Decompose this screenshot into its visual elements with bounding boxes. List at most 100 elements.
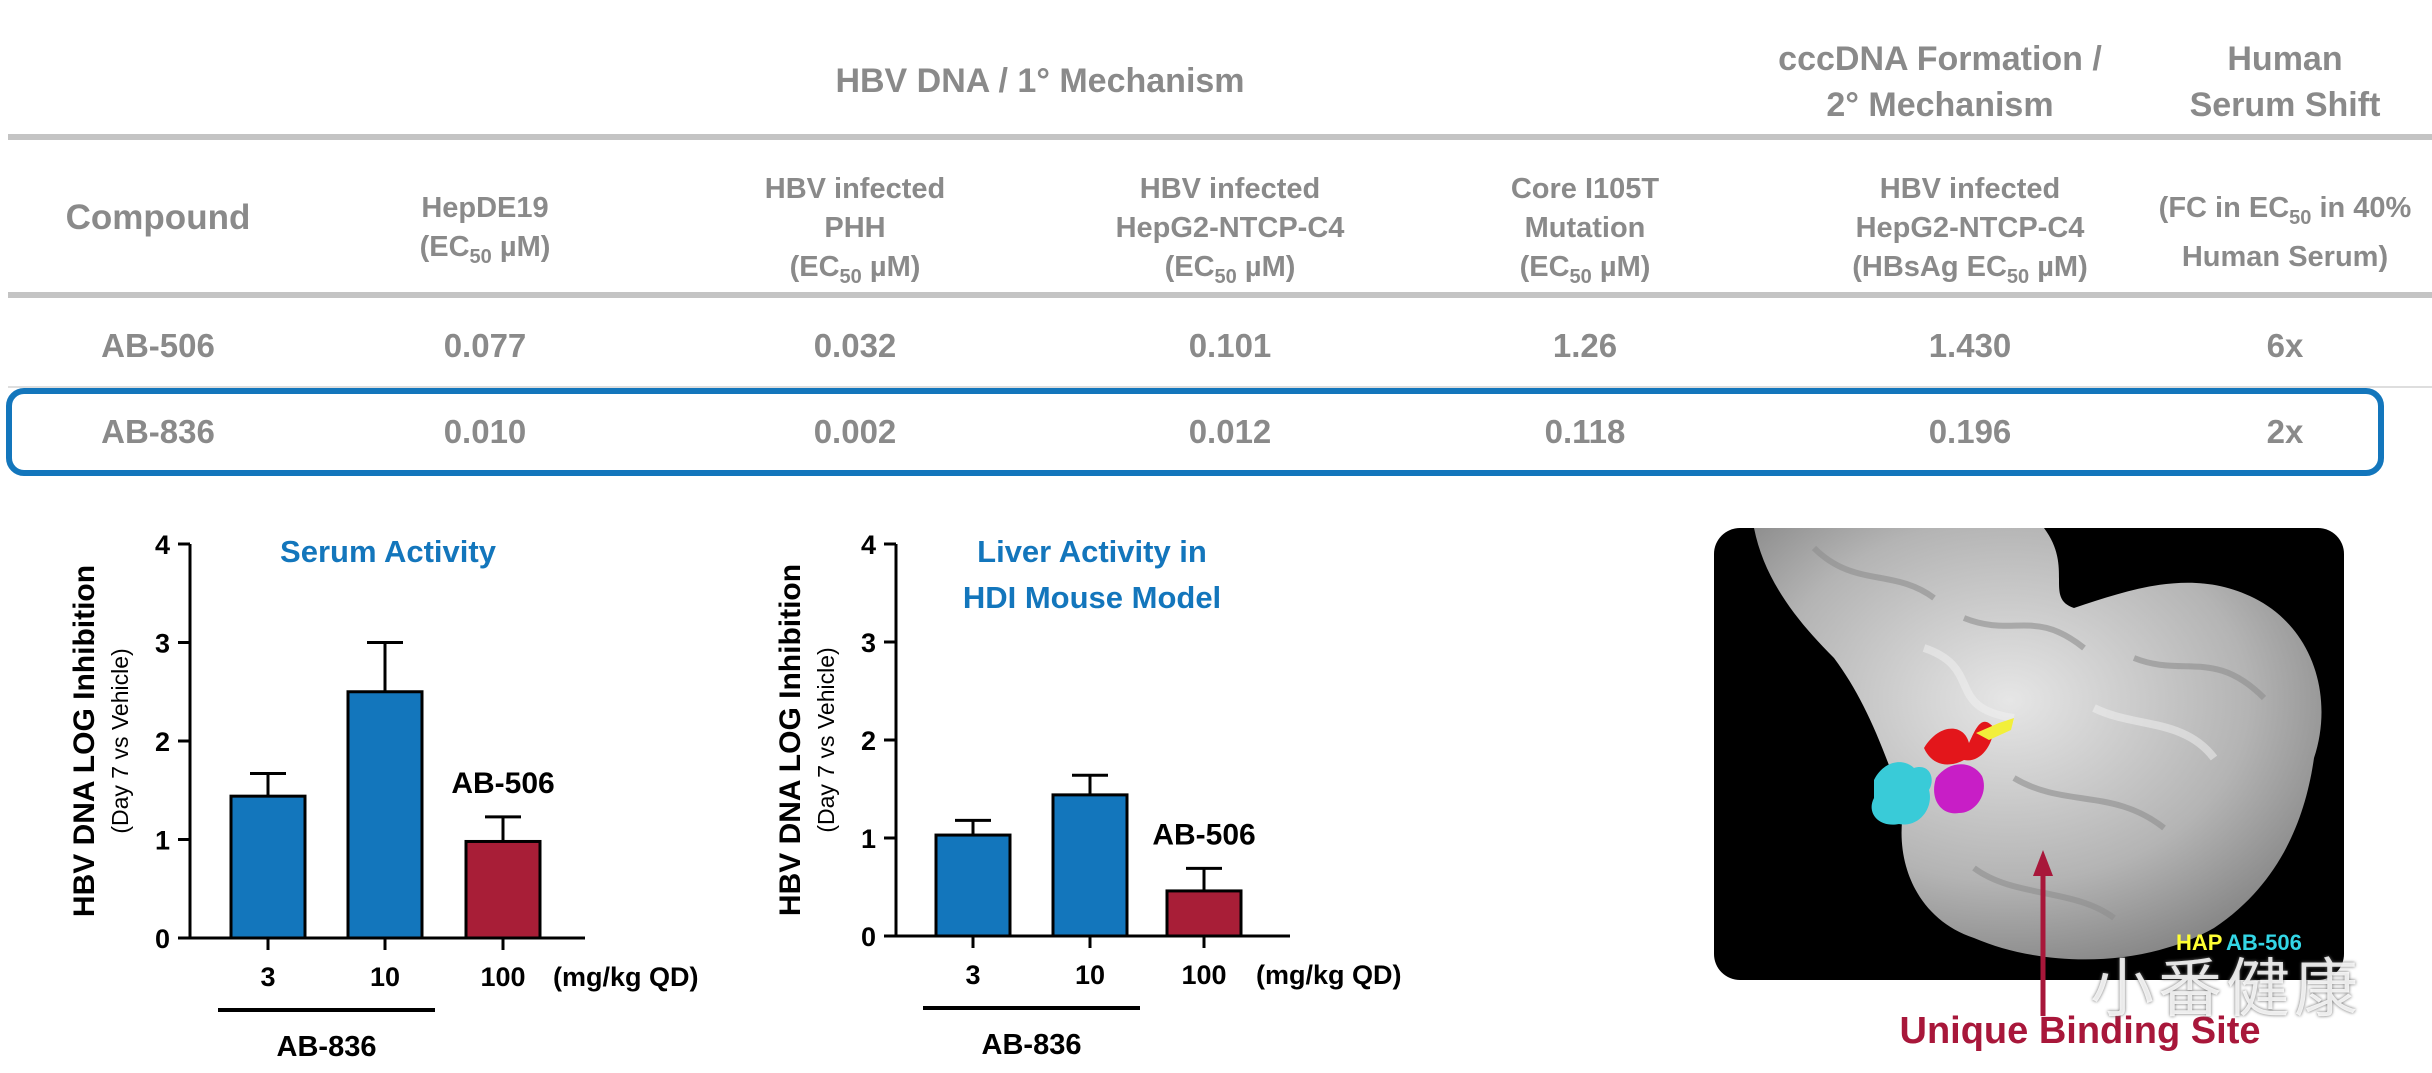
y-axis-label: HBV DNA LOG Inhibition bbox=[68, 565, 101, 917]
group-header-primary: HBV DNA / 1° Mechanism bbox=[700, 58, 1380, 104]
column-header-line: Human Serum) bbox=[2181, 240, 2389, 273]
x-tick-label: 100 bbox=[1181, 960, 1226, 990]
table-cell: 1.26 bbox=[1552, 327, 1618, 364]
bar-3 bbox=[934, 833, 1012, 938]
bar-10 bbox=[346, 690, 424, 940]
column-header-line: HBV infected bbox=[764, 172, 946, 205]
column-header-line: HepG2-NTCP-C4 bbox=[1115, 211, 1345, 244]
table-cell: 0.101 bbox=[1188, 327, 1272, 364]
x-tick-label: 3 bbox=[260, 962, 275, 992]
group-header-primary-text: HBV DNA / 1° Mechanism bbox=[835, 62, 1245, 100]
table-cell: 0.012 bbox=[1188, 413, 1272, 450]
column-header-6: (FC in EC50 in 40% Human Serum) bbox=[2150, 189, 2420, 277]
bar-100 bbox=[1165, 889, 1243, 938]
column-header-line: Mutation bbox=[1524, 211, 1646, 244]
column-header-line: (EC50 µM) bbox=[419, 231, 551, 268]
group-header-cccdna: cccDNA Formation / 2° Mechanism bbox=[1730, 36, 2150, 128]
bar-annotation: AB-506 bbox=[451, 767, 554, 800]
liver-activity-chart: 0 1 2 3 4 HBV DNA LOG Inhibition (Day 7 vs Veh… bbox=[760, 520, 1460, 1068]
chart-title-line: Liver Activity in bbox=[977, 534, 1207, 569]
table-cell: 6x bbox=[2266, 327, 2304, 364]
column-header-line: (FC in EC50 in 40% bbox=[2158, 192, 2412, 229]
protein-structure-image: HAP AB-506 bbox=[1714, 528, 2344, 980]
bar-annotation: AB-506 bbox=[1152, 818, 1255, 851]
bar-100 bbox=[464, 839, 542, 940]
group-label: AB-836 bbox=[982, 1029, 1082, 1061]
x-tick-label: 3 bbox=[965, 960, 980, 990]
y-axis-sublabel: (Day 7 vs Vehicle) bbox=[813, 647, 839, 832]
group-header-cccdna-line1: cccDNA Formation / bbox=[1778, 40, 2102, 78]
ab506-ligand-blob bbox=[1871, 762, 1932, 825]
x-unit-label: (mg/kg QD) bbox=[1256, 960, 1402, 990]
group-label: AB-836 bbox=[277, 1031, 377, 1063]
protein-surface-shape bbox=[1754, 528, 2322, 960]
y-tick-label: 4 bbox=[861, 530, 876, 560]
y-tick-label: 1 bbox=[155, 826, 170, 856]
group-header-serum-line1: Human bbox=[2227, 40, 2343, 78]
compound-name-cell: AB-506 bbox=[101, 327, 215, 364]
unique-site-ligand-blob bbox=[1934, 764, 1984, 814]
legend-ab506: AB-506 bbox=[2226, 930, 2302, 955]
column-header-line: (EC50 µM) bbox=[1519, 250, 1651, 288]
column-header-1: HepDE19 (EC50 µM) bbox=[340, 189, 630, 277]
bar-3 bbox=[229, 794, 307, 940]
watermark: 小番健康 bbox=[2090, 953, 2362, 1027]
y-tick-label: 3 bbox=[155, 629, 170, 659]
table-cell: 0.010 bbox=[443, 413, 527, 450]
column-header-line: PHH bbox=[824, 211, 886, 244]
column-header-line: (HBsAg EC50 µM) bbox=[1852, 250, 2088, 288]
red-ligand-blob bbox=[1924, 721, 1994, 765]
x-tick-label: 10 bbox=[1075, 960, 1105, 990]
column-header-line: HepDE19 bbox=[421, 192, 549, 224]
group-header-serum-line2: Serum Shift bbox=[2189, 86, 2381, 124]
chart-title-line: HDI Mouse Model bbox=[963, 580, 1221, 615]
group-header-serum-shift: Human Serum Shift bbox=[2160, 36, 2410, 128]
column-header-4: Core I105T Mutation (EC50 µM) bbox=[1430, 170, 1740, 297]
binding-site-arrow bbox=[2033, 850, 2053, 1016]
header-divider-top bbox=[8, 134, 2432, 140]
group-header-cccdna-line2: 2° Mechanism bbox=[1826, 86, 2054, 124]
header-divider-bottom bbox=[8, 292, 2432, 298]
y-tick-label: 0 bbox=[155, 924, 170, 954]
chart-title-line: Serum Activity bbox=[280, 534, 497, 569]
column-header-line: Core I105T bbox=[1510, 172, 1660, 205]
serum-activity-chart: 0 1 2 3 4 HBV DNA LOG Inhibition (Day 7 vs Veh… bbox=[0, 520, 740, 1068]
serum-activity-chart-svg: 0 1 2 3 4 HBV DNA LOG Inhibition (Day 7 vs Veh… bbox=[68, 530, 699, 1063]
y-tick-label: 3 bbox=[861, 628, 876, 658]
y-tick-label: 2 bbox=[155, 727, 170, 757]
table-cell: 2x bbox=[2266, 413, 2304, 450]
column-header-5: HBV infected HepG2-NTCP-C4 (HBsAg EC50 µM) bbox=[1790, 170, 2150, 297]
protein-surface-render: HAP AB-506 bbox=[1754, 528, 2322, 960]
column-header-0: Compound bbox=[18, 198, 298, 237]
column-header-line: Compound bbox=[65, 198, 251, 237]
surface-contours bbox=[1811, 545, 2267, 921]
y-tick-label: 0 bbox=[861, 922, 876, 952]
compound-name-cell: AB-836 bbox=[101, 413, 215, 450]
y-axis-sublabel: (Day 7 vs Vehicle) bbox=[107, 648, 133, 833]
table-cell: 1.430 bbox=[1928, 327, 2012, 364]
table-cell: 0.002 bbox=[813, 413, 897, 450]
column-header-line: HBV infected bbox=[1139, 172, 1321, 205]
row-divider bbox=[8, 386, 2432, 388]
table-cell: 0.118 bbox=[1544, 413, 1626, 450]
column-header-line: HBV infected bbox=[1879, 172, 2061, 205]
legend-hap: HAP bbox=[2176, 930, 2222, 955]
table-cell: 0.032 bbox=[813, 327, 897, 364]
x-unit-label: (mg/kg QD) bbox=[553, 962, 699, 992]
x-tick-label: 100 bbox=[480, 962, 525, 992]
y-tick-label: 2 bbox=[861, 726, 876, 756]
hap-ligand-blob bbox=[1976, 718, 2014, 740]
column-header-line: (EC50 µM) bbox=[1164, 250, 1296, 288]
surface-highlights bbox=[1922, 644, 2218, 761]
bar-10 bbox=[1051, 793, 1129, 938]
table-cell: 0.196 bbox=[1928, 413, 2012, 450]
column-header-line: (EC50 µM) bbox=[789, 250, 921, 288]
liver-activity-chart-svg: 0 1 2 3 4 HBV DNA LOG Inhibition (Day 7 vs Veh… bbox=[774, 530, 1402, 1061]
unique-binding-site-label: Unique Binding Site bbox=[1899, 1010, 2261, 1052]
y-tick-label: 4 bbox=[155, 530, 170, 560]
column-header-line: HepG2-NTCP-C4 bbox=[1855, 211, 2085, 244]
table-cell: 0.077 bbox=[443, 327, 527, 364]
y-axis-label: HBV DNA LOG Inhibition bbox=[774, 564, 807, 916]
highlighted-row-frame bbox=[6, 388, 2384, 476]
column-header-2: HBV infected PHH (EC50 µM) bbox=[690, 170, 1020, 297]
